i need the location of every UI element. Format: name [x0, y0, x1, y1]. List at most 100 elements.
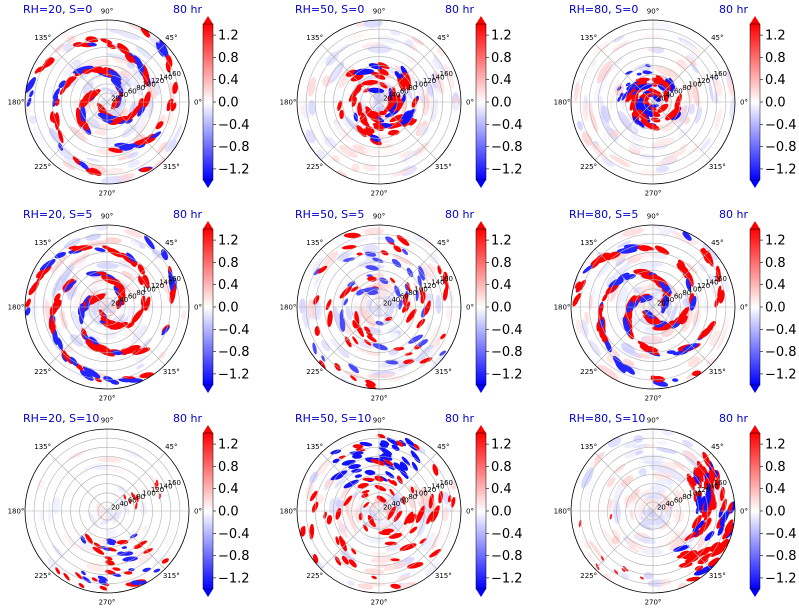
field-cell — [583, 479, 594, 504]
field-cell — [314, 122, 325, 143]
field-feature — [417, 275, 422, 287]
field-cell — [584, 59, 598, 81]
field-cell — [129, 284, 140, 300]
field-feature — [666, 350, 676, 355]
radial-tick-label: 120 — [423, 77, 436, 85]
field-feature — [103, 376, 114, 383]
field-feature — [637, 120, 645, 129]
panel-time-label: 80 hr — [173, 3, 202, 16]
colorbar: 1.2 0.8 0.4 0.0 −0.4 −0.8 −1.2 — [475, 425, 523, 597]
field-cell — [128, 75, 138, 86]
field-feature — [673, 544, 690, 552]
field-cell — [315, 458, 330, 478]
field-cell — [83, 462, 104, 471]
field-cell — [452, 315, 459, 335]
field-feature — [341, 459, 356, 466]
field-cell — [356, 340, 374, 349]
field-cell — [375, 101, 385, 108]
field-cell — [581, 319, 589, 336]
field-feature — [605, 340, 612, 353]
field-cell — [676, 59, 688, 70]
field-cell — [86, 157, 101, 163]
field-feature — [56, 337, 63, 350]
field-feature — [361, 493, 369, 498]
field-feature — [615, 278, 624, 286]
field-feature — [649, 318, 662, 325]
field-feature — [52, 88, 60, 100]
angular-tick-label: 180° — [280, 304, 297, 312]
field-cell — [54, 469, 65, 482]
field-feature — [418, 265, 425, 281]
field-cell — [92, 325, 115, 331]
field-cell — [415, 345, 434, 363]
field-cell — [105, 167, 124, 175]
field-feature — [89, 336, 99, 345]
field-feature — [662, 295, 670, 309]
field-feature — [53, 293, 61, 303]
field-cell — [97, 457, 122, 463]
field-cell — [618, 301, 627, 319]
field-feature — [402, 93, 407, 104]
field-cell — [708, 81, 714, 103]
panel-time-label: 80 hr — [719, 412, 748, 425]
colorbar-body — [749, 228, 761, 386]
field-cell — [322, 251, 339, 268]
field-feature — [426, 511, 434, 525]
field-cell — [609, 92, 614, 111]
angular-tick-label: 225° — [34, 368, 51, 376]
field-cell — [337, 171, 347, 178]
field-feature — [121, 546, 128, 550]
radial-tick-label: 140 — [159, 279, 172, 287]
angular-tick-label: 180° — [8, 304, 25, 312]
field-cell — [171, 124, 183, 147]
field-cell — [136, 107, 149, 130]
colorbar-tick-label: 0.0 — [218, 96, 239, 111]
colorbar-tick-label: 1.2 — [218, 29, 239, 44]
field-feature — [632, 90, 637, 95]
field-cell — [390, 168, 415, 178]
panel-title: RH=50, S=0 — [295, 3, 364, 16]
field-cell — [132, 68, 144, 81]
field-cell — [111, 98, 127, 121]
field-cell — [126, 529, 136, 540]
field-cell — [610, 518, 617, 530]
field-cell — [643, 335, 663, 345]
field-feature — [371, 575, 377, 580]
field-feature — [612, 355, 627, 372]
field-feature — [341, 555, 349, 565]
field-feature — [79, 104, 87, 123]
angular-tick-label: 135° — [34, 34, 51, 42]
field-cell — [614, 463, 626, 474]
field-feature — [391, 444, 400, 452]
colorbar-tick-label: −0.8 — [765, 345, 797, 360]
field-feature — [68, 76, 77, 84]
field-cell — [138, 337, 153, 352]
field-feature — [379, 277, 389, 285]
colorbar-body — [475, 432, 487, 590]
colorbar-extend-min — [203, 180, 213, 188]
angular-gridline — [106, 248, 166, 308]
angular-tick-label: 315° — [163, 163, 180, 171]
field-feature — [389, 277, 396, 284]
radial-tick-label: 20 — [657, 504, 666, 512]
radial-tick-label: 20 — [657, 300, 666, 308]
colorbar: 1.2 0.8 0.4 0.0 −0.4 −0.8 −1.2 — [202, 221, 250, 393]
angular-gridline — [652, 248, 712, 308]
field-feature — [686, 576, 701, 582]
field-cell — [335, 499, 344, 508]
field-cell — [451, 101, 460, 112]
field-feature — [576, 279, 586, 293]
field-cell — [656, 440, 668, 445]
field-cell — [136, 122, 147, 135]
field-feature — [410, 450, 421, 464]
field-cell — [692, 309, 699, 326]
field-feature — [82, 121, 89, 131]
angular-gridline — [378, 510, 438, 570]
angular-tick-label: 180° — [554, 99, 571, 107]
panel-9: 90°45°0°315°270°225°180°135°20 40 60 801001… — [554, 412, 797, 607]
radial-tick-label: 100 — [688, 490, 701, 498]
radial-tick-label: 60 — [128, 293, 137, 301]
field-feature — [87, 42, 97, 47]
field-feature — [402, 118, 415, 127]
panel-7: 90°45°0°315°270°225°180°135°20 40 60 801001… — [8, 412, 250, 607]
